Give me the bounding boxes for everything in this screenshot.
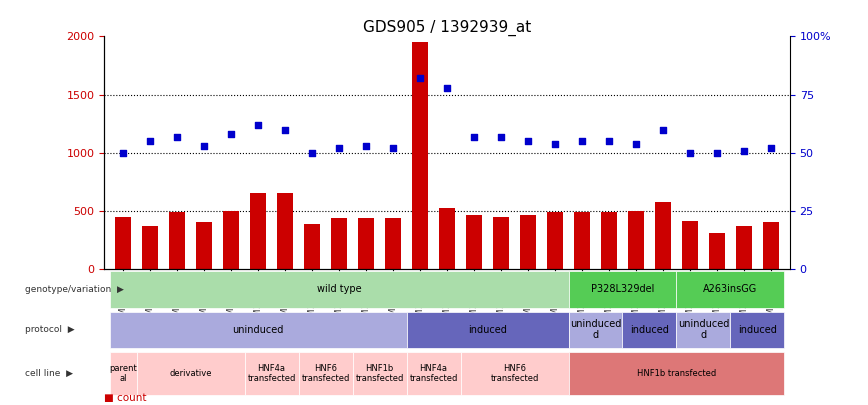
Point [467, 133, 481, 140]
Bar [331, 218, 347, 269]
Text: HNF4a
transfected: HNF4a transfected [247, 364, 296, 383]
Text: induced: induced [738, 324, 777, 335]
Bar [547, 212, 563, 269]
Point [710, 150, 724, 156]
Point [764, 145, 778, 151]
FancyBboxPatch shape [136, 352, 245, 394]
Bar [763, 222, 779, 269]
Point [116, 150, 130, 156]
Bar [439, 208, 455, 269]
Point [359, 143, 373, 149]
Bar [223, 211, 240, 269]
Point [521, 138, 535, 145]
Point [440, 85, 454, 91]
FancyBboxPatch shape [406, 311, 569, 347]
Text: ■ count: ■ count [104, 393, 147, 403]
FancyBboxPatch shape [109, 271, 569, 307]
Text: induced: induced [468, 324, 507, 335]
Text: A263insGG: A263insGG [703, 284, 758, 294]
Bar [493, 217, 510, 269]
Text: uninduced: uninduced [233, 324, 284, 335]
FancyBboxPatch shape [299, 352, 352, 394]
FancyBboxPatch shape [461, 352, 569, 394]
Point [413, 75, 427, 82]
FancyBboxPatch shape [109, 352, 136, 394]
FancyBboxPatch shape [352, 352, 406, 394]
Bar [304, 224, 320, 269]
Point [197, 143, 211, 149]
Text: induced: induced [630, 324, 669, 335]
Text: wild type: wild type [317, 284, 361, 294]
Bar [736, 226, 752, 269]
Bar [654, 202, 671, 269]
Point [629, 141, 643, 147]
Bar [196, 222, 212, 269]
Bar [682, 221, 698, 269]
Text: HNF6
transfected: HNF6 transfected [490, 364, 539, 383]
Bar [709, 233, 725, 269]
Bar [142, 226, 158, 269]
Text: P328L329del: P328L329del [591, 284, 654, 294]
Bar [628, 211, 644, 269]
FancyBboxPatch shape [731, 311, 785, 347]
FancyBboxPatch shape [245, 352, 299, 394]
Text: uninduced
d: uninduced d [569, 319, 621, 340]
Point [143, 138, 157, 145]
Text: parent
al: parent al [109, 364, 137, 383]
Text: HNF1b transfected: HNF1b transfected [637, 369, 716, 378]
Text: HNF6
transfected: HNF6 transfected [301, 364, 350, 383]
Point [224, 131, 238, 138]
Point [332, 145, 346, 151]
Point [656, 126, 670, 133]
FancyBboxPatch shape [569, 352, 785, 394]
Bar [466, 215, 482, 269]
Bar [574, 212, 590, 269]
Bar [169, 212, 185, 269]
Point [305, 150, 319, 156]
Text: uninduced
d: uninduced d [678, 319, 729, 340]
Point [683, 150, 697, 156]
Point [575, 138, 589, 145]
Bar [412, 42, 428, 269]
Text: HNF1b
transfected: HNF1b transfected [355, 364, 404, 383]
Text: HNF4a
transfected: HNF4a transfected [410, 364, 457, 383]
Bar [115, 217, 131, 269]
Bar [601, 212, 617, 269]
Text: derivative: derivative [169, 369, 212, 378]
FancyBboxPatch shape [109, 311, 406, 347]
FancyBboxPatch shape [569, 271, 676, 307]
FancyBboxPatch shape [676, 271, 785, 307]
Point [494, 133, 508, 140]
Point [170, 133, 184, 140]
FancyBboxPatch shape [676, 311, 731, 347]
FancyBboxPatch shape [569, 311, 622, 347]
Title: GDS905 / 1392939_at: GDS905 / 1392939_at [363, 20, 531, 36]
Point [278, 126, 292, 133]
Point [602, 138, 616, 145]
Bar [358, 217, 374, 269]
Text: cell line  ▶: cell line ▶ [25, 369, 73, 378]
Point [251, 122, 265, 128]
Point [386, 145, 400, 151]
Bar [277, 192, 293, 269]
FancyBboxPatch shape [622, 311, 676, 347]
Text: genotype/variation  ▶: genotype/variation ▶ [25, 285, 124, 294]
FancyBboxPatch shape [406, 352, 461, 394]
Bar [250, 192, 266, 269]
Point [548, 141, 562, 147]
Text: protocol  ▶: protocol ▶ [25, 325, 75, 334]
Point [737, 147, 751, 154]
Bar [520, 215, 536, 269]
Bar [385, 218, 401, 269]
